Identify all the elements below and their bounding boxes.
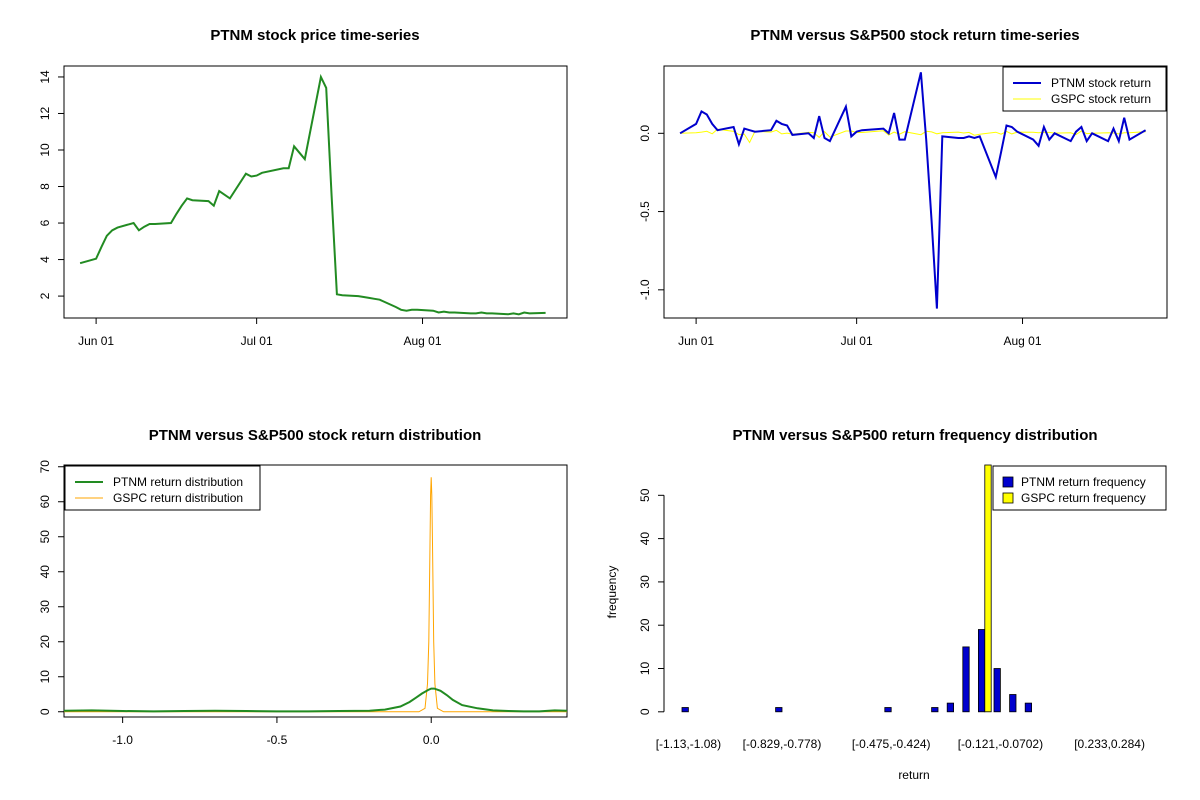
frequency-bar — [1009, 694, 1017, 713]
price-series-line — [79, 73, 546, 316]
density-series-line — [63, 687, 568, 713]
frequency-legend-label: PTNM return frequency — [1021, 475, 1146, 489]
frequency-legend-label: GSPC return frequency — [1021, 491, 1146, 505]
price-y-tick-label: 10 — [38, 143, 52, 157]
frequency-legend-box — [992, 465, 1167, 511]
returns-x-tick-label: Jul 01 — [841, 334, 873, 348]
frequency-bar — [984, 464, 992, 713]
price-y-tick-label: 2 — [38, 292, 52, 299]
frequency-x-tick-label: [0.233,0.284) — [1074, 737, 1145, 751]
density-legend-label: PTNM return distribution — [113, 475, 243, 489]
density-y-tick-label: 60 — [38, 495, 52, 509]
density-y-tick-label: 20 — [38, 635, 52, 649]
frequency-bar — [884, 707, 892, 713]
frequency-y-tick-label: 30 — [638, 575, 652, 589]
frequency-x-axis-label: return — [898, 768, 929, 782]
frequency-x-tick-label: [-0.121,-0.0702) — [958, 737, 1043, 751]
density-plot: 0 10 20 30 40 50 60 70 -1.0 -0.5 0.0 PTNM return di… — [38, 460, 568, 747]
frequency-legend-swatch — [1002, 492, 1014, 504]
frequency-y-tick-label: 0 — [638, 708, 652, 715]
price-y-tick-label: 12 — [38, 106, 52, 120]
frequency-bar — [946, 702, 955, 713]
price-x-tick-label: Jun 01 — [78, 334, 114, 348]
density-legend-box — [64, 465, 261, 511]
frequency-y-tick-label: 40 — [638, 532, 652, 546]
density-chart-title: PTNM versus S&P500 stock return distribu… — [149, 427, 482, 444]
price-y-tick-label: 14 — [38, 70, 52, 84]
returns-plot: -1.0 -0.5 0.0 Jun 01 Jul 01 Aug 01 PTNM stock … — [638, 66, 1167, 348]
returns-legend-label: PTNM stock return — [1051, 76, 1151, 90]
frequency-bar — [931, 707, 939, 713]
frequency-x-tick-label: [-1.13,-1.08) — [656, 737, 721, 751]
density-y-tick-label: 10 — [38, 670, 52, 684]
returns-x-tick-label: Jun 01 — [678, 334, 714, 348]
returns-chart-title: PTNM versus S&P500 stock return time-ser… — [750, 27, 1079, 44]
frequency-bar — [978, 629, 986, 713]
density-y-tick-label: 30 — [38, 600, 52, 614]
frequency-legend-swatch — [1002, 476, 1014, 488]
density-y-tick-label: 40 — [38, 565, 52, 579]
density-series-line — [64, 477, 567, 713]
price-x-tick-label: Aug 01 — [403, 334, 441, 348]
density-y-tick-label: 0 — [38, 708, 52, 715]
density-x-tick-label: -0.5 — [267, 733, 288, 747]
price-y-tick-label: 8 — [38, 183, 52, 190]
returns-x-tick-label: Aug 01 — [1003, 334, 1041, 348]
frequency-y-tick-label: 10 — [638, 662, 652, 676]
density-y-tick-label: 70 — [38, 460, 52, 474]
frequency-bar — [681, 707, 689, 713]
density-x-tick-label: -1.0 — [112, 733, 133, 747]
frequency-plot: 0 10 20 30 40 50 [-1.13,-1.08) [-0.829,-0.778) [… — [638, 464, 1167, 751]
frequency-x-tick-label: [-0.475,-0.424) — [852, 737, 931, 751]
frequency-x-tick-label: [-0.829,-0.778) — [743, 737, 822, 751]
price-y-tick-label: 6 — [38, 219, 52, 226]
price-y-tick-label: 4 — [38, 256, 52, 263]
frequency-y-tick-label: 20 — [638, 618, 652, 632]
returns-y-tick-label: -1.0 — [638, 279, 652, 300]
frequency-bar — [1024, 702, 1032, 713]
density-x-tick-label: 0.0 — [423, 733, 440, 747]
returns-series-line — [679, 72, 1147, 309]
price-x-tick-label: Jul 01 — [241, 334, 273, 348]
price-chart-title: PTNM stock price time-series — [210, 27, 419, 44]
density-y-tick-label: 50 — [38, 530, 52, 544]
frequency-bar — [962, 646, 970, 713]
returns-y-tick-label: -0.5 — [638, 201, 652, 222]
density-plot-frame — [63, 464, 568, 718]
density-legend-label: GSPC return distribution — [113, 491, 243, 505]
returns-legend-box — [1002, 66, 1167, 112]
price-plot: 2 4 6 8 10 12 14 Jun 01 Jul 01 Aug 01 — [38, 70, 546, 348]
frequency-chart-title: PTNM versus S&P500 return frequency dist… — [732, 427, 1097, 444]
frequency-bar — [993, 668, 1001, 713]
returns-legend-label: GSPC stock return — [1051, 92, 1151, 106]
frequency-y-axis-label: frequency — [605, 566, 619, 619]
returns-plot-frame — [663, 65, 1168, 319]
price-plot-frame — [63, 65, 568, 319]
frequency-y-tick-label: 50 — [638, 488, 652, 502]
returns-y-tick-label: 0.0 — [638, 125, 652, 142]
frequency-bar — [775, 707, 783, 713]
